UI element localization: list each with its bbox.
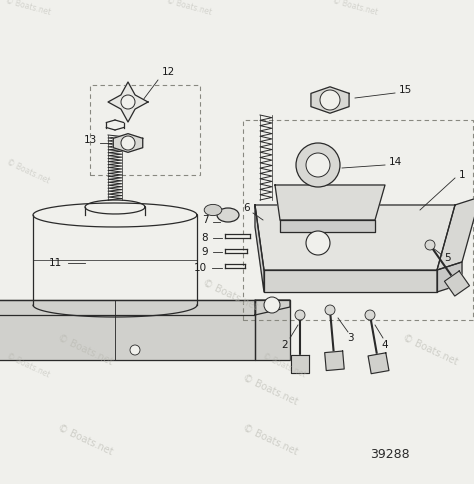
Polygon shape (275, 185, 385, 220)
Polygon shape (0, 300, 255, 315)
Circle shape (425, 240, 435, 250)
Text: © Boats.net: © Boats.net (56, 333, 114, 367)
Text: © Boats.net: © Boats.net (261, 352, 307, 379)
Polygon shape (0, 300, 255, 360)
Text: 6: 6 (244, 203, 250, 213)
Circle shape (264, 297, 280, 313)
Polygon shape (113, 134, 143, 152)
Text: 2: 2 (282, 340, 288, 350)
Text: 1: 1 (459, 170, 465, 180)
Text: 9: 9 (202, 247, 208, 257)
Polygon shape (445, 271, 469, 296)
Circle shape (121, 136, 135, 150)
Polygon shape (437, 262, 462, 292)
Polygon shape (255, 300, 290, 315)
Text: © Boats.net: © Boats.net (241, 373, 299, 407)
Circle shape (130, 345, 140, 355)
Bar (243, 120, 473, 320)
Circle shape (306, 231, 330, 255)
Text: © Boats.net: © Boats.net (5, 352, 51, 379)
Polygon shape (264, 270, 437, 292)
Polygon shape (255, 205, 455, 270)
Text: 14: 14 (388, 157, 401, 167)
Polygon shape (368, 353, 389, 374)
Circle shape (295, 310, 305, 320)
Text: 8: 8 (202, 233, 208, 243)
Text: 10: 10 (193, 263, 207, 273)
Circle shape (320, 90, 340, 110)
Circle shape (365, 310, 375, 320)
Polygon shape (255, 300, 290, 360)
Text: 3: 3 (346, 333, 353, 343)
Text: 15: 15 (398, 85, 411, 95)
Text: © Boats.net: © Boats.net (5, 0, 52, 16)
Polygon shape (291, 355, 309, 373)
Polygon shape (280, 220, 375, 232)
Polygon shape (325, 351, 344, 371)
Text: © Boats.net: © Boats.net (56, 423, 114, 457)
Text: 39288: 39288 (370, 448, 410, 460)
Circle shape (121, 95, 135, 109)
Text: 4: 4 (382, 340, 388, 350)
Polygon shape (311, 87, 349, 113)
Circle shape (325, 305, 335, 315)
Text: 5: 5 (445, 253, 451, 263)
Text: © Boats.net: © Boats.net (241, 423, 299, 457)
Text: © Boats.net: © Boats.net (201, 278, 259, 312)
Circle shape (296, 143, 340, 187)
Ellipse shape (217, 208, 239, 222)
Text: © Boats.net: © Boats.net (332, 0, 379, 16)
Polygon shape (108, 82, 148, 122)
Ellipse shape (204, 204, 222, 215)
Text: 12: 12 (161, 67, 174, 77)
Polygon shape (255, 205, 264, 292)
Circle shape (306, 153, 330, 177)
Polygon shape (437, 197, 474, 270)
Text: 11: 11 (48, 258, 62, 268)
Text: 7: 7 (202, 215, 208, 225)
Text: © Boats.net: © Boats.net (166, 0, 213, 16)
Text: © Boats.net: © Boats.net (401, 333, 459, 367)
Text: © Boats.net: © Boats.net (5, 158, 51, 186)
Text: 13: 13 (83, 135, 97, 145)
